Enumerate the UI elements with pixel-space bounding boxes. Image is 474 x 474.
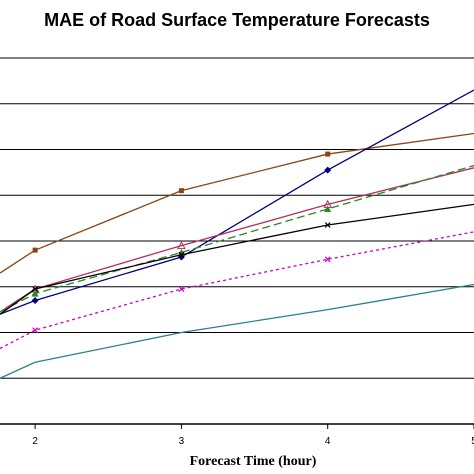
x-tick-label: 3 [179, 436, 185, 447]
series-line [0, 283, 474, 379]
x-tick-label: 4 [325, 436, 331, 447]
series-line [0, 164, 474, 313]
grid-lines [0, 57, 474, 425]
data-point [32, 247, 38, 253]
data-point [32, 286, 39, 292]
data-point [177, 253, 185, 261]
x-tick-labels: 2 3 4 5 [32, 424, 474, 447]
series-line [0, 132, 474, 274]
data-point [324, 222, 331, 228]
chart-title: MAE of Road Surface Temperature Forecast… [44, 10, 430, 30]
series-line [0, 231, 474, 350]
data-point [31, 296, 39, 304]
data-point [178, 286, 185, 292]
data-point [178, 188, 184, 194]
data-point [178, 251, 185, 258]
x-axis-label: Forecast Time (hour) [190, 454, 317, 469]
series-line [0, 203, 474, 315]
data-point [32, 327, 39, 334]
data-point [324, 205, 332, 212]
series-group [0, 89, 474, 379]
data-point [324, 166, 332, 174]
data-point [177, 241, 186, 250]
x-tick-label: 5 [471, 436, 474, 447]
x-tick-label: 2 [32, 436, 38, 447]
data-point [31, 290, 39, 297]
data-point [324, 256, 331, 263]
data-point [325, 151, 331, 157]
